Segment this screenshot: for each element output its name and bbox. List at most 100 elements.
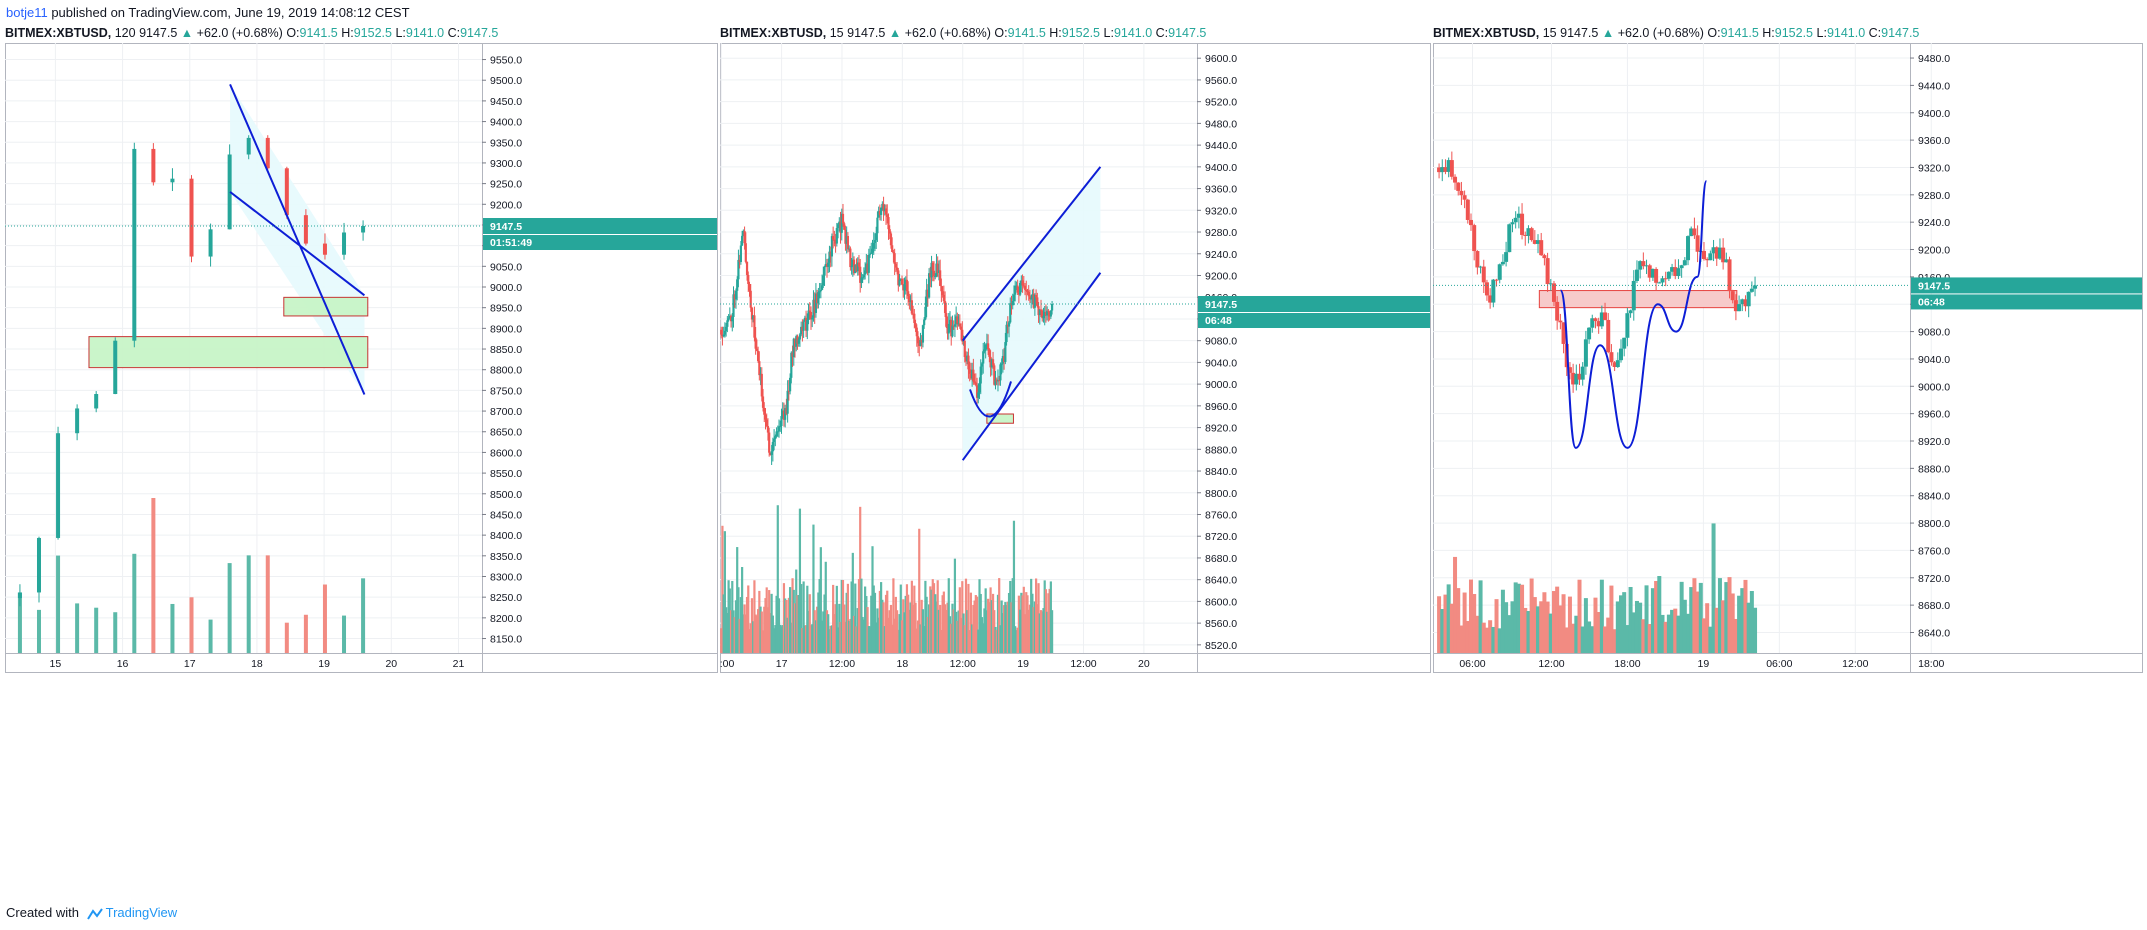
- chart-panel-1[interactable]: BITMEX:XBTUSD, 120 9147.5 ▲ +62.0 (+0.68…: [5, 23, 718, 886]
- candle-body-up: [977, 392, 980, 398]
- price-zone: [88, 336, 369, 369]
- chart-svg-2[interactable]: 9600.0 9560.0 9520.0 9480.0 9440.0 9400.0 9360…: [720, 43, 1431, 886]
- candle-body-down: [744, 243, 747, 262]
- candle-body-down: [911, 313, 915, 315]
- volume-bar-down: [843, 604, 846, 653]
- volume-bar-down: [763, 606, 766, 653]
- volume-bar-up: [875, 622, 878, 653]
- candle-body-up: [1717, 247, 1722, 259]
- candle-body-up: [731, 317, 734, 322]
- volume-bar-down: [809, 625, 813, 653]
- candle-body-up: [1676, 268, 1681, 276]
- candle-body-down: [265, 137, 270, 169]
- volume-bar-down: [964, 578, 968, 653]
- candle-body-down: [738, 259, 741, 262]
- candle-body-up: [845, 236, 848, 244]
- chart-svg-3[interactable]: 9480.0 9440.0 9400.0 9360.0 9320.0 9280.0 9240…: [1433, 43, 2143, 886]
- volume-bar-up: [811, 624, 814, 653]
- volume-bar-down: [882, 602, 885, 653]
- volume-bar-up: [790, 622, 793, 653]
- y-tick-label: 9400.0: [1205, 162, 1237, 174]
- volume-bar-down: [893, 618, 896, 653]
- candle-body-down: [303, 215, 308, 244]
- candle-body-up: [734, 290, 738, 300]
- volume-bar-down: [750, 598, 754, 653]
- candle-body-up: [723, 330, 726, 335]
- chart-panel-3[interactable]: BITMEX:XBTUSD, 15 9147.5 ▲ +62.0 (+0.68%…: [1433, 23, 2143, 886]
- chart-svg-1[interactable]: 9550.0 9500.0 9450.0 9400.0 9350.0 9300.0 9250…: [5, 43, 718, 886]
- volume-bar-up: [877, 617, 880, 653]
- volume-bar-up: [725, 607, 728, 653]
- candle-body-up: [953, 324, 957, 327]
- candle-body-up: [827, 262, 830, 267]
- candle-body-up: [937, 270, 941, 273]
- candle-body-up: [803, 317, 806, 322]
- volume-bar-up: [818, 579, 821, 653]
- candle-body-up: [800, 326, 803, 335]
- candle-body-up: [1599, 312, 1604, 327]
- up-arrow-icon: ▲: [180, 26, 194, 40]
- volume-bar-up: [770, 593, 773, 653]
- volume-bar-down: [832, 584, 835, 653]
- tradingview-logo-icon: [86, 907, 103, 920]
- countdown-bg: [1198, 313, 1430, 329]
- candle-body-up: [739, 245, 742, 262]
- candle-body-up: [909, 300, 912, 303]
- candle-body-down: [758, 361, 761, 376]
- candle-body-up: [1753, 285, 1758, 289]
- candle-body-up: [904, 279, 907, 285]
- candle-body-up: [873, 240, 877, 243]
- volume-bar-up: [996, 594, 1000, 653]
- candle-body-down: [1603, 312, 1608, 320]
- y-tick-label: 9280.0: [1918, 190, 1950, 202]
- x-tick-label: 17: [776, 658, 788, 670]
- candle-body-down: [1551, 283, 1556, 302]
- volume-bar-down: [1596, 612, 1601, 653]
- tradingview-brand-link[interactable]: TradingView: [105, 905, 178, 920]
- y-tick-label: 8920.0: [1918, 436, 1950, 448]
- candle-body-down: [1529, 228, 1534, 241]
- close-label: C:: [447, 26, 461, 40]
- candle-body-down: [1571, 372, 1576, 385]
- candle-body-down: [967, 355, 970, 370]
- volume-bar-down: [808, 594, 811, 653]
- volume-bar-up: [795, 569, 798, 653]
- volume-bar-down: [941, 595, 944, 653]
- volume-bar-up: [860, 578, 863, 653]
- volume-bar-down: [889, 604, 893, 653]
- y-tick-label: 8800.0: [490, 365, 522, 377]
- volume-bar-up: [1513, 582, 1518, 653]
- candle-body-up: [1628, 310, 1633, 314]
- x-tick-label: 19: [318, 658, 330, 670]
- volume-bar-up: [982, 623, 985, 653]
- volume-bar-up: [1007, 592, 1011, 653]
- candle-body-down: [1663, 278, 1668, 280]
- candle-body-down: [1520, 213, 1525, 235]
- volume-bar-down: [958, 587, 961, 653]
- volume-bar-up: [1005, 605, 1008, 653]
- volume-bar-up: [788, 587, 792, 653]
- volume-series: [720, 505, 1054, 653]
- candle-body-up: [971, 369, 974, 379]
- volume-bar-up: [924, 580, 927, 653]
- y-tick-label: 9240.0: [1205, 249, 1237, 261]
- y-tick-label: 9360.0: [1918, 135, 1950, 147]
- y-tick-label: 9300.0: [490, 158, 522, 170]
- volume-bar-up: [779, 624, 782, 653]
- low-value: 9141.0: [1826, 26, 1866, 40]
- volume-bar-down: [743, 604, 746, 653]
- candle-body-up: [774, 436, 777, 440]
- volume-bar-up: [728, 588, 731, 653]
- close-value: 9147.5: [1168, 26, 1207, 40]
- chart-panel-2[interactable]: BITMEX:XBTUSD, 15 9147.5 ▲ +62.0 (+0.68%…: [720, 23, 1431, 886]
- volume-bar-up: [1676, 615, 1681, 653]
- candle-body-up: [1507, 224, 1512, 253]
- y-tick-label: 8680.0: [1918, 600, 1950, 612]
- author-link[interactable]: botje11: [6, 5, 48, 20]
- candle-body-up: [1015, 285, 1018, 287]
- candle-body-down: [284, 168, 289, 216]
- candle-body-down: [991, 359, 995, 366]
- low-label: L:: [395, 26, 406, 40]
- volume-bar-up: [850, 581, 853, 653]
- candle-body-up: [951, 325, 954, 337]
